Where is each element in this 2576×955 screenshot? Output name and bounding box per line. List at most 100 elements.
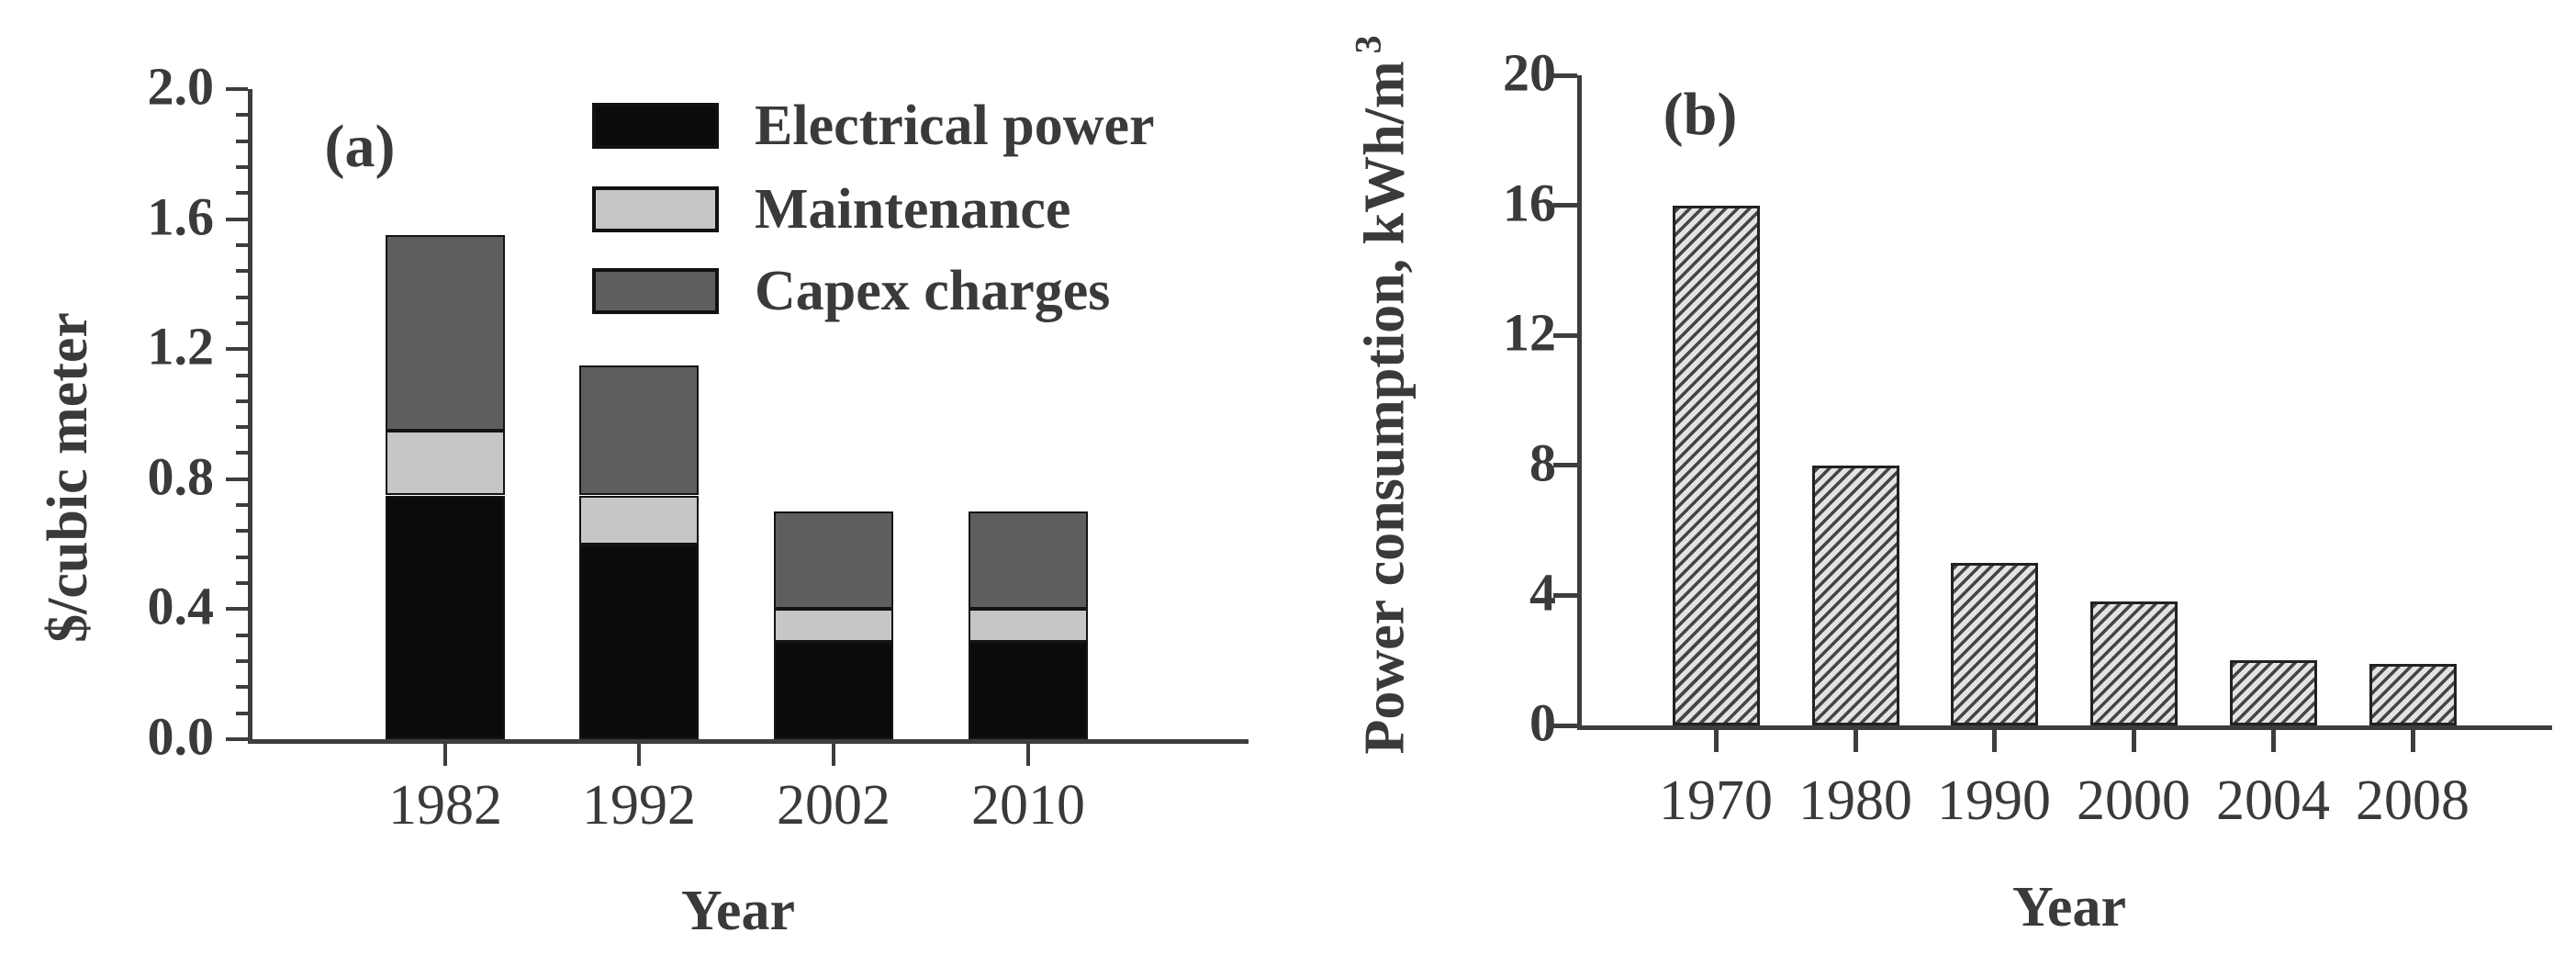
y-tick-minor-a (236, 659, 248, 664)
panel-b-label: (b) (1663, 81, 1738, 148)
y-tick-minor-a (236, 451, 248, 455)
legend-label-capex-charges: Capex charges (755, 260, 1111, 322)
x-category-label-a: 1992 (582, 774, 696, 837)
y-tick-major-b (1553, 203, 1577, 208)
x-tick-b (2410, 730, 2415, 752)
y-tick-label-a: 1.2 (147, 316, 215, 376)
y-tick-label-a: 2.0 (147, 56, 215, 117)
x-category-label-a: 1982 (388, 774, 502, 837)
bar-1980 (1811, 465, 1899, 725)
y-tick-label-b: 16 (1503, 173, 1556, 233)
y-tick-minor-a (236, 139, 248, 143)
x-axis-title-a: Year (681, 880, 795, 942)
x-category-label-b: 1980 (1798, 770, 1912, 832)
y-tick-major-b (1553, 463, 1577, 468)
bar-1990 (1950, 563, 2038, 725)
y-tick-major-a (226, 217, 248, 221)
x-tick-b (1991, 730, 1997, 752)
bar-segment-maintenance-2010 (969, 609, 1088, 642)
x-tick-a (832, 744, 835, 766)
legend-label-electrical-power: Electrical power (755, 95, 1155, 157)
x-tick-a (1026, 744, 1030, 766)
y-tick-minor-a (236, 425, 248, 430)
x-axis-line-a (248, 739, 1249, 744)
x-axis-title-b: Year (2012, 876, 2126, 938)
y-tick-major-a (226, 477, 248, 481)
y-tick-major-b (1553, 592, 1577, 598)
x-tick-b (2270, 730, 2276, 752)
y-tick-major-a (226, 737, 248, 741)
y-axis-title-b: Power consumption, kWh/m 3 (1347, 35, 1417, 755)
y-axis-title-b-superscript: 3 (1347, 35, 1389, 54)
y-tick-minor-a (236, 164, 248, 169)
y-tick-major-b (1553, 73, 1577, 78)
y-tick-minor-a (236, 555, 248, 559)
y-tick-major-a (226, 347, 248, 352)
x-category-label-b: 1970 (1659, 770, 1773, 832)
x-tick-a (637, 744, 641, 766)
bar-segment-electrical-power-1982 (386, 495, 505, 739)
x-category-label-a: 2002 (777, 774, 890, 837)
x-axis-line-b (1577, 725, 2552, 730)
y-tick-label-b: 12 (1503, 302, 1556, 363)
y-tick-label-a: 0.8 (147, 446, 215, 507)
bar-segment-electrical-power-2002 (774, 641, 893, 739)
y-tick-minor-a (236, 685, 248, 690)
legend-swatch-capex-charges (592, 268, 719, 314)
x-category-label-a: 2010 (971, 774, 1085, 837)
bar-2008 (2369, 663, 2457, 725)
legend-label-maintenance: Maintenance (755, 178, 1071, 241)
x-category-label-b: 2008 (2356, 770, 2470, 832)
y-tick-minor-a (236, 633, 248, 637)
y-tick-label-b: 20 (1503, 42, 1556, 103)
y-tick-minor-a (236, 242, 248, 247)
x-tick-b (1853, 730, 1858, 752)
y-tick-minor-a (236, 269, 248, 274)
bar-segment-electrical-power-1992 (579, 544, 699, 739)
y-tick-minor-a (236, 191, 248, 196)
y-tick-label-b: 8 (1529, 433, 1556, 493)
x-tick-a (443, 744, 447, 766)
x-category-label-b: 2004 (2216, 770, 2330, 832)
bar-segment-capex-charges-1982 (386, 235, 505, 431)
y-tick-minor-a (236, 373, 248, 377)
x-category-label-b: 2000 (2077, 770, 2190, 832)
y-tick-minor-a (236, 529, 248, 534)
y-axis-line-b (1577, 75, 1582, 730)
bar-segment-electrical-power-2010 (969, 641, 1088, 739)
bar-1970 (1672, 205, 1760, 725)
y-tick-major-b (1553, 723, 1577, 728)
x-tick-b (2131, 730, 2136, 752)
y-tick-major-a (226, 607, 248, 612)
y-tick-minor-a (236, 320, 248, 325)
y-tick-minor-a (236, 113, 248, 118)
bar-segment-maintenance-1992 (579, 495, 699, 545)
bar-segment-capex-charges-2010 (969, 511, 1088, 610)
y-tick-minor-a (236, 581, 248, 586)
y-tick-minor-a (236, 503, 248, 508)
y-tick-major-b (1553, 332, 1577, 338)
bar-2004 (2229, 660, 2317, 725)
y-axis-title-b-text: Power consumption, kWh/m (1353, 61, 1417, 755)
bar-2000 (2089, 601, 2178, 725)
y-tick-label-a: 1.6 (147, 186, 215, 247)
legend-swatch-maintenance (592, 186, 719, 232)
y-tick-label-b: 4 (1529, 563, 1556, 624)
y-tick-minor-a (236, 399, 248, 403)
bar-segment-maintenance-2002 (774, 609, 893, 642)
legend-swatch-electrical-power (592, 103, 719, 149)
bar-segment-maintenance-1982 (386, 430, 505, 496)
y-tick-minor-a (236, 711, 248, 715)
y-tick-label-a: 0.4 (147, 577, 215, 637)
y-tick-label-a: 0.0 (147, 706, 215, 767)
bar-segment-capex-charges-2002 (774, 511, 893, 610)
y-axis-line-a (248, 89, 252, 744)
x-tick-b (1713, 730, 1719, 752)
y-tick-minor-a (236, 295, 248, 299)
bar-segment-capex-charges-1992 (579, 365, 699, 496)
panel-a-label: (a) (324, 113, 396, 180)
y-tick-label-b: 0 (1529, 692, 1556, 753)
x-category-label-b: 1990 (1937, 770, 2051, 832)
y-tick-major-a (226, 87, 248, 91)
